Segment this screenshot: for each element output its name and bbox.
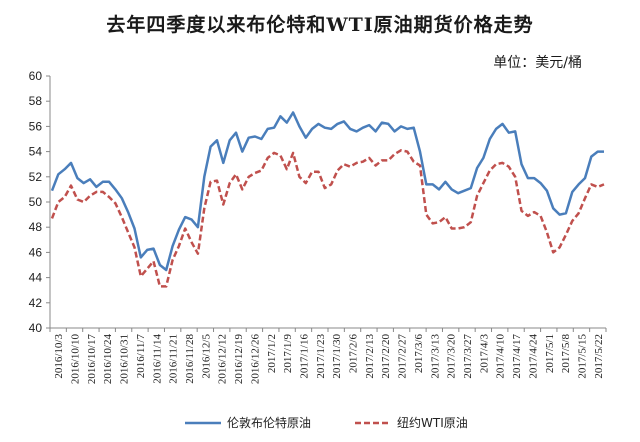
y-tick-label: 58 [29,94,43,108]
series-line-brent [50,111,604,272]
x-tick-label: 2016/10/10 [70,334,82,385]
x-tick-label: 2016/12/19 [233,334,245,385]
legend: 伦敦布伦特原油 纽约WTI原油 [185,415,468,430]
x-tick-label: 2016/11/7 [135,334,147,379]
y-tick-label: 56 [29,119,43,133]
x-tick-label: 2017/4/24 [527,334,539,379]
axes [49,76,606,329]
unit-label: 单位：美元/桶 [493,55,582,71]
series-lines [50,111,605,288]
x-tick-label: 2017/2/6 [348,334,360,374]
x-tick-label: 2017/2/27 [397,334,409,379]
x-tick-label: 2016/12/5 [200,334,212,379]
y-tick-label: 48 [29,220,43,234]
x-tick-label: 2016/11/14 [151,334,163,384]
x-tick-label: 2017/5/22 [593,334,605,379]
y-tick-label: 44 [29,271,43,285]
x-tick-label: 2017/1/23 [315,334,327,379]
y-tick-label: 42 [29,296,43,310]
x-tick-label: 2017/5/1 [544,334,556,373]
x-tick-label: 2017/3/6 [413,334,425,374]
legend-label-wti: 纽约WTI原油 [397,415,468,430]
legend-label-brent: 伦敦布伦特原油 [227,415,311,430]
x-tick-label: 2016/10/17 [86,334,98,385]
y-tick-label: 60 [29,69,43,83]
x-tick-label: 2017/1/30 [331,334,343,379]
x-tick-label: 2016/10/3 [53,334,65,379]
x-tick-label: 2016/12/12 [217,334,229,384]
x-tick-label: 2017/4/3 [478,334,490,374]
x-tick-label: 2017/1/9 [282,334,294,374]
x-tick-label: 2017/5/8 [560,334,572,374]
x-tick-label: 2016/11/21 [168,334,180,384]
series-line-wti [50,149,605,288]
y-tick-label: 46 [29,245,43,259]
x-tick-label: 2017/3/20 [446,334,458,379]
x-tick-label: 2016/11/28 [184,334,196,384]
y-tick-label: 50 [29,195,43,209]
x-tick-label: 2017/4/17 [511,334,523,379]
x-tick-label: 2016/10/24 [102,334,114,385]
x-tick-label: 2017/2/13 [364,334,376,379]
x-tick-label: 2017/1/16 [298,334,310,379]
x-tick-label: 2017/3/27 [462,334,474,379]
x-tick-label: 2017/5/15 [576,334,588,379]
x-tick-label: 2017/1/2 [266,334,278,373]
y-tick-label: 40 [29,321,43,335]
chart-title: 去年四季度以来布伦特和WTI原油期货价格走势 [106,14,534,36]
y-tick-label: 54 [29,145,43,159]
y-tick-label: 52 [29,170,43,184]
y-axis-ticks: 40 42 44 46 48 50 52 54 56 58 60 [29,69,50,335]
x-tick-label: 2017/2/20 [380,334,392,379]
x-tick-label: 2017/3/13 [429,334,441,379]
x-axis-ticks: 2016/10/3 2016/10/10 2016/10/17 2016/10/24 2… [49,328,607,385]
x-tick-label: 2016/10/31 [119,334,131,384]
x-tick-label: 2017/4/10 [495,334,507,379]
x-tick-label: 2016/12/26 [249,334,261,385]
